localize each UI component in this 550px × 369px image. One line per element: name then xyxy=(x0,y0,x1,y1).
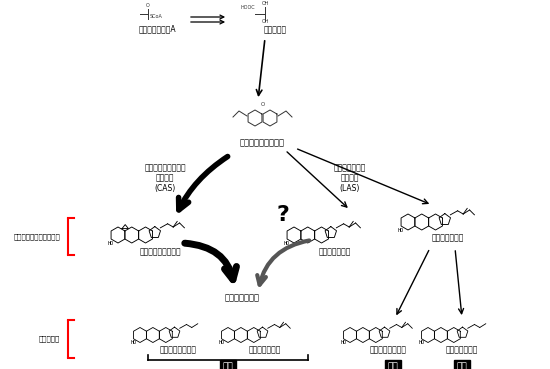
Text: 動物: 動物 xyxy=(456,362,468,369)
Text: シクロアルテノール: シクロアルテノール xyxy=(139,248,181,256)
Text: メバロン酸: メバロン酸 xyxy=(263,25,287,34)
Text: HO: HO xyxy=(130,340,137,345)
Text: シトステロール: シトステロール xyxy=(249,345,281,355)
Text: HOOC: HOOC xyxy=(240,5,255,10)
Text: エルゴステロール: エルゴステロール xyxy=(370,345,406,355)
Text: ステロール: ステロール xyxy=(39,336,60,342)
Text: SCoA: SCoA xyxy=(150,14,163,19)
Text: ラノステロール: ラノステロール xyxy=(432,234,464,242)
Text: ?: ? xyxy=(277,205,289,225)
Text: コレステロール: コレステロール xyxy=(446,345,478,355)
Text: HO: HO xyxy=(108,241,114,246)
Text: 酵母: 酵母 xyxy=(388,362,398,369)
Text: ラノステロール
合成酵素
(LAS): ラノステロール 合成酵素 (LAS) xyxy=(334,163,366,193)
Text: ラノステロール: ラノステロール xyxy=(319,248,351,256)
Text: OH: OH xyxy=(261,1,269,6)
Text: HO: HO xyxy=(340,340,346,345)
Text: ステロール生合成中間体: ステロール生合成中間体 xyxy=(13,233,60,240)
Text: カンペステロール: カンペステロール xyxy=(160,345,196,355)
Text: HO: HO xyxy=(419,340,425,345)
Text: 植物: 植物 xyxy=(223,362,233,369)
Text: シクロアルテノール
合成酵素
(CAS): シクロアルテノール 合成酵素 (CAS) xyxy=(144,163,186,193)
Text: HO: HO xyxy=(284,241,290,246)
Text: HO: HO xyxy=(398,228,404,233)
Text: オキシドスクアレン: オキシドスクアレン xyxy=(239,138,284,148)
Text: 植物ステロール: 植物ステロール xyxy=(224,293,260,303)
Text: OH: OH xyxy=(261,19,269,24)
Text: O: O xyxy=(261,102,265,107)
Text: アセチル補酵素A: アセチル補酵素A xyxy=(138,24,176,34)
Text: O: O xyxy=(146,3,150,8)
Text: HO: HO xyxy=(218,340,225,345)
